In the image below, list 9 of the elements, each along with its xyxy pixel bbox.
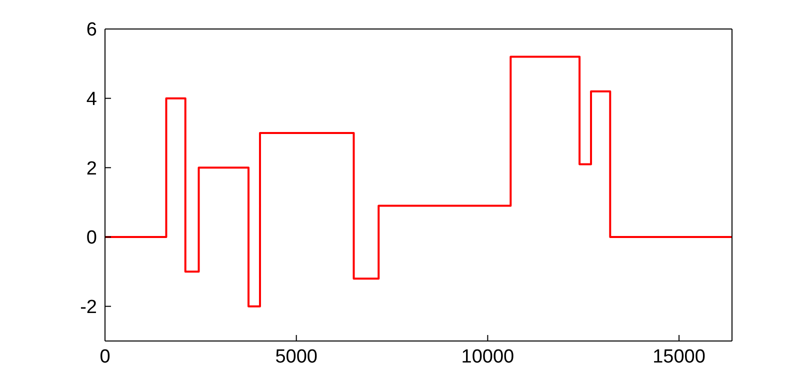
- y-tick-label: 2: [86, 158, 97, 180]
- y-tick-label: -2: [80, 297, 97, 318]
- y-tick-label: 4: [86, 89, 98, 110]
- x-tick-label: 10000: [461, 346, 514, 368]
- x-tick-label: 0: [100, 346, 110, 368]
- y-tick-label: 6: [86, 20, 97, 41]
- y-tick-label: 0: [86, 228, 97, 249]
- x-tick-label: 5000: [275, 346, 318, 368]
- x-tick-label: 15000: [652, 346, 706, 368]
